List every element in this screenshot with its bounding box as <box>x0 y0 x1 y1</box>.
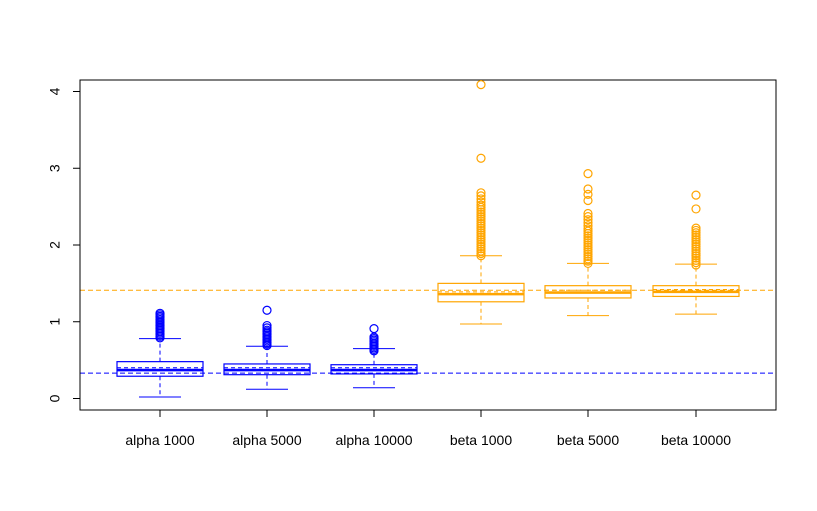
x-tick-label: beta 5000 <box>557 432 619 448</box>
outlier-point <box>476 153 486 163</box>
outlier-point <box>476 225 486 236</box>
outlier-point <box>369 324 379 334</box>
y-tick-label: 1 <box>47 318 63 326</box>
box-group-beta-5000 <box>544 169 632 317</box>
outlier-point <box>691 260 701 270</box>
outlier-point <box>583 256 593 266</box>
outlier-point <box>476 246 486 256</box>
outlier-point <box>476 188 486 198</box>
y-axis: 0 1 2 3 4 <box>47 87 81 402</box>
outlier-point <box>583 218 593 228</box>
box-group-alpha-1000 <box>116 308 204 398</box>
outlier-point <box>583 242 593 252</box>
x-tick-label: beta 1000 <box>450 432 512 448</box>
outlier-point <box>476 212 486 222</box>
outlier-point <box>476 237 486 247</box>
outlier-point <box>583 251 593 262</box>
y-tick-label: 2 <box>47 241 63 249</box>
outlier-point <box>691 248 701 259</box>
outlier-point <box>691 223 701 233</box>
box-group-beta-1000 <box>437 80 525 325</box>
outlier-point <box>583 195 593 206</box>
outlier-point <box>262 325 272 335</box>
outlier-point <box>476 216 486 226</box>
outlier-point <box>691 237 701 247</box>
outlier-point <box>583 249 593 259</box>
outlier-point <box>583 254 593 264</box>
outlier-point <box>583 189 593 199</box>
outlier-point <box>476 241 486 252</box>
outlier-point <box>476 239 486 249</box>
outlier-point <box>476 218 486 229</box>
outlier-point <box>262 320 272 331</box>
y-tick-label: 0 <box>47 394 63 402</box>
outlier-point <box>691 258 701 268</box>
outlier-point <box>476 207 486 217</box>
outlier-point <box>583 184 593 194</box>
outlier-point <box>583 235 593 245</box>
outlier-point <box>583 238 593 248</box>
outlier-point <box>691 225 701 236</box>
outlier-point <box>476 228 486 238</box>
outlier-point <box>476 209 486 219</box>
outlier-point <box>691 251 701 261</box>
y-tick-label: 4 <box>47 87 63 95</box>
plot-frame <box>79 79 777 411</box>
box-group-beta-10000 <box>652 190 740 315</box>
outlier-point <box>476 232 486 242</box>
outlier-point <box>583 212 593 222</box>
boxes <box>116 80 740 398</box>
outlier-point <box>691 228 701 238</box>
outlier-point <box>583 240 593 250</box>
outlier-point <box>476 200 486 210</box>
outlier-point <box>583 208 593 219</box>
reference-lines <box>80 289 776 374</box>
outlier-point <box>691 204 701 214</box>
outlier-point <box>476 194 486 204</box>
outlier-point <box>691 255 701 265</box>
outlier-point <box>476 197 486 207</box>
outlier-point <box>476 230 486 240</box>
outlier-point <box>476 244 486 254</box>
outlier-point <box>476 248 486 259</box>
outlier-point <box>691 241 701 252</box>
box-group-alpha-5000 <box>223 305 311 390</box>
outlier-point <box>691 230 701 240</box>
outlier-point <box>262 323 272 333</box>
outlier-point <box>155 308 165 318</box>
outlier-point <box>476 251 486 261</box>
outlier-point <box>262 305 272 315</box>
outlier-point <box>583 245 593 255</box>
outlier-point <box>476 80 486 90</box>
x-axis: alpha 1000 alpha 5000 alpha 10000 beta 1000… <box>125 409 731 448</box>
box-group-alpha-10000 <box>330 324 418 389</box>
outlier-point <box>476 223 486 233</box>
outlier-point <box>691 190 701 200</box>
outlier-point <box>476 221 486 231</box>
outlier-point <box>691 239 701 249</box>
outlier-point <box>476 191 486 201</box>
outlier-point <box>691 235 701 245</box>
box-iqr <box>437 282 525 303</box>
outlier-point <box>583 233 593 243</box>
outlier-point <box>691 253 701 263</box>
outlier-point <box>476 235 486 245</box>
x-tick-label: alpha 1000 <box>125 432 195 448</box>
outlier-point <box>691 244 701 254</box>
x-tick-label: alpha 5000 <box>232 432 302 448</box>
outlier-point <box>583 258 593 269</box>
outlier-point <box>476 214 486 224</box>
outlier-point <box>583 231 593 241</box>
outlier-point <box>583 221 593 231</box>
outlier-point <box>691 232 701 242</box>
y-tick-label: 3 <box>47 164 63 172</box>
outlier-point <box>583 215 593 225</box>
x-tick-label: beta 10000 <box>661 432 731 448</box>
outlier-point <box>691 246 701 256</box>
outlier-point <box>583 224 593 234</box>
x-tick-label: alpha 10000 <box>335 432 412 448</box>
outlier-point <box>583 169 593 179</box>
outlier-point <box>583 247 593 257</box>
